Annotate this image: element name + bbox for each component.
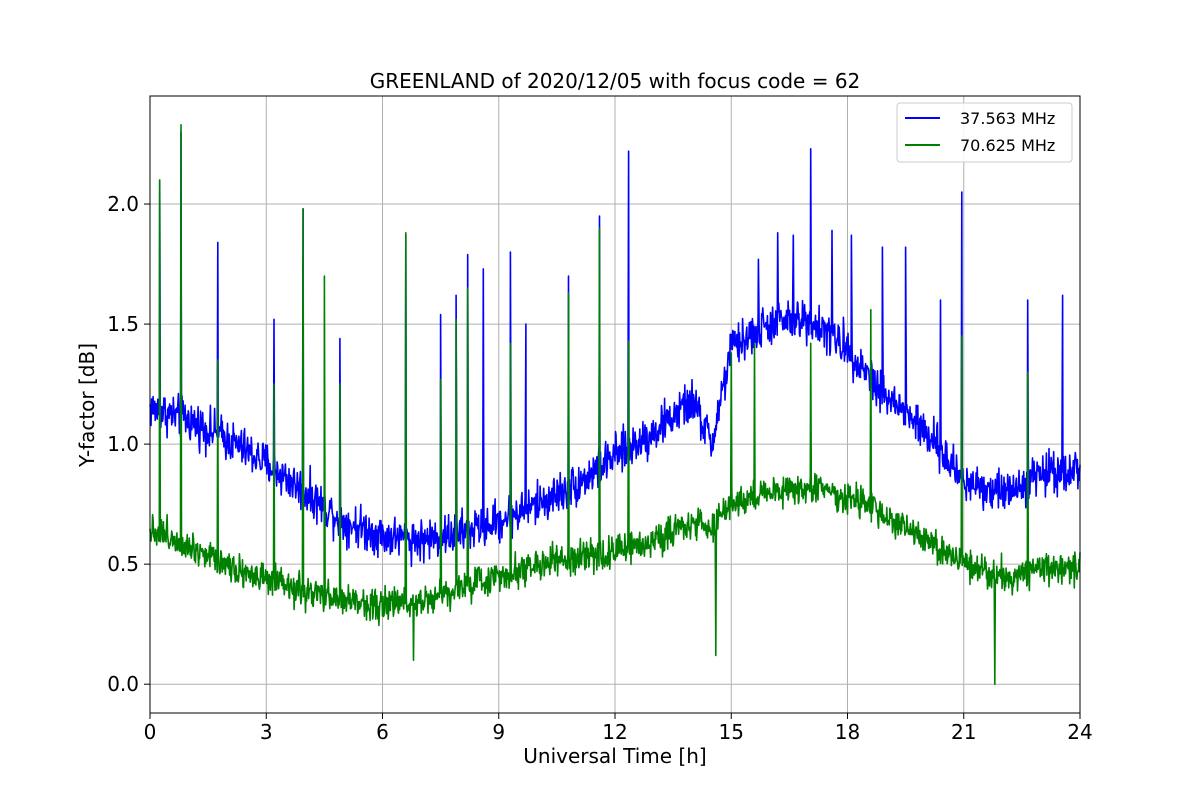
y-axis: 0.0 0.5 1.0 1.5 2.0 <box>107 192 150 696</box>
x-tick-label: 9 <box>492 720 505 744</box>
legend-label-37mhz: 37.563 MHz <box>960 109 1055 128</box>
x-tick-label: 12 <box>602 720 627 744</box>
legend: 37.563 MHz 70.625 MHz <box>896 102 1073 163</box>
legend-label-70mhz: 70.625 MHz <box>960 136 1055 155</box>
y-tick-label: 0.0 <box>107 672 139 696</box>
x-axis-label: Universal Time [h] <box>523 744 706 768</box>
x-tick-label: 24 <box>1067 720 1092 744</box>
x-tick-label: 18 <box>835 720 860 744</box>
y-tick-label: 2.0 <box>107 192 139 216</box>
x-tick-label: 0 <box>144 720 157 744</box>
chart-title: GREENLAND of 2020/12/05 with focus code … <box>370 69 861 93</box>
x-tick-label: 3 <box>260 720 273 744</box>
x-tick-label: 6 <box>376 720 389 744</box>
y-tick-label: 1.0 <box>107 432 139 456</box>
series-layer <box>149 124 1081 685</box>
y-tick-label: 0.5 <box>107 552 139 576</box>
y-axis-label: Y-factor [dB] <box>75 343 99 468</box>
x-tick-label: 21 <box>951 720 976 744</box>
y-tick-label: 1.5 <box>107 312 139 336</box>
x-axis: 0 3 6 9 12 15 18 21 24 <box>144 713 1093 744</box>
legend-box <box>896 102 1073 163</box>
x-tick-label: 15 <box>719 720 744 744</box>
series-line-1 <box>149 124 1081 685</box>
series-line-0 <box>149 131 1081 568</box>
